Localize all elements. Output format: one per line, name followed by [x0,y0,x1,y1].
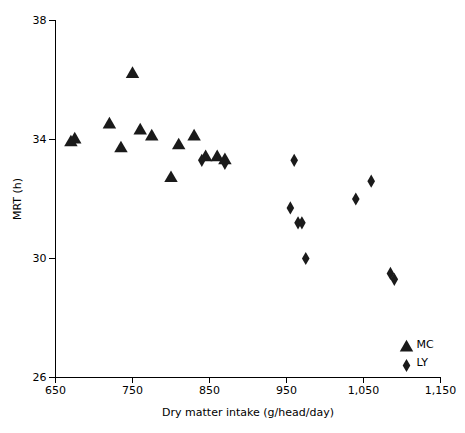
svg-text:1,050: 1,050 [348,384,380,397]
svg-text:34: 34 [33,133,47,146]
svg-text:MC: MC [417,338,434,351]
svg-text:Dry matter intake (g/head/day): Dry matter intake (g/head/day) [162,406,334,419]
svg-text:LY: LY [417,356,429,369]
svg-text:850: 850 [199,384,220,397]
svg-text:38: 38 [33,14,47,27]
svg-text:26: 26 [33,371,47,384]
svg-text:1,150: 1,150 [425,384,457,397]
svg-text:750: 750 [122,384,143,397]
svg-text:650: 650 [45,384,66,397]
svg-text:950: 950 [276,384,297,397]
svg-text:30: 30 [33,252,47,265]
svg-text:MRT (h): MRT (h) [11,178,24,220]
